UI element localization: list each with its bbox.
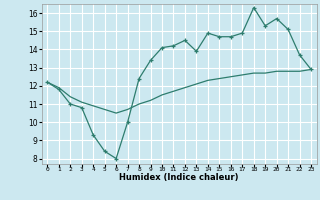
X-axis label: Humidex (Indice chaleur): Humidex (Indice chaleur) (119, 173, 239, 182)
